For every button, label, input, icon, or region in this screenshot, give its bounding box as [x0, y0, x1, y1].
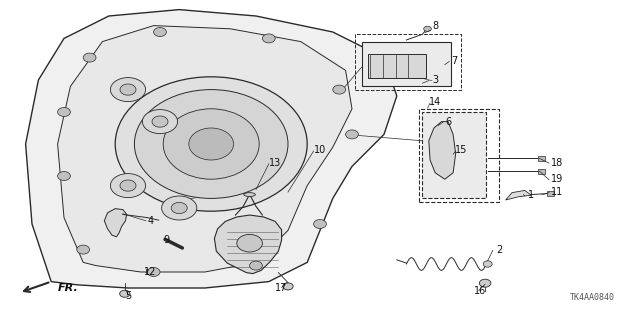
Bar — [538, 156, 545, 161]
Ellipse shape — [147, 268, 160, 276]
PathPatch shape — [506, 190, 531, 200]
Text: 8: 8 — [432, 20, 438, 31]
Ellipse shape — [120, 180, 136, 191]
Ellipse shape — [189, 128, 234, 160]
Ellipse shape — [162, 196, 197, 220]
PathPatch shape — [58, 26, 352, 272]
Ellipse shape — [244, 193, 255, 196]
Ellipse shape — [115, 77, 307, 211]
Ellipse shape — [283, 283, 293, 290]
Bar — [355, 34, 461, 90]
Text: 18: 18 — [550, 158, 563, 168]
Bar — [547, 191, 554, 196]
PathPatch shape — [429, 122, 456, 179]
Ellipse shape — [143, 109, 178, 134]
Ellipse shape — [154, 28, 166, 36]
Text: 2: 2 — [496, 244, 502, 255]
Bar — [538, 169, 545, 174]
Bar — [362, 42, 451, 86]
Ellipse shape — [314, 220, 326, 228]
Text: 10: 10 — [314, 145, 326, 156]
Text: 11: 11 — [550, 187, 563, 197]
Ellipse shape — [424, 26, 431, 31]
Ellipse shape — [83, 53, 96, 62]
Text: 12: 12 — [144, 267, 157, 277]
Ellipse shape — [120, 290, 130, 297]
Text: TK4AA0840: TK4AA0840 — [570, 293, 614, 302]
Text: 19: 19 — [550, 174, 563, 184]
Ellipse shape — [172, 203, 188, 214]
Ellipse shape — [163, 109, 259, 179]
Text: 15: 15 — [454, 145, 467, 156]
Ellipse shape — [58, 172, 70, 180]
Ellipse shape — [120, 84, 136, 95]
Ellipse shape — [250, 261, 262, 270]
Text: 7: 7 — [451, 56, 458, 66]
Text: 9: 9 — [163, 235, 170, 245]
Ellipse shape — [237, 234, 262, 252]
Ellipse shape — [333, 85, 346, 94]
Text: 4: 4 — [147, 216, 154, 226]
Text: 16: 16 — [474, 286, 486, 296]
Ellipse shape — [77, 245, 90, 254]
Text: 13: 13 — [269, 158, 282, 168]
Ellipse shape — [134, 90, 288, 198]
Text: 5: 5 — [125, 291, 131, 301]
Ellipse shape — [152, 116, 168, 127]
Bar — [368, 54, 426, 78]
Ellipse shape — [262, 34, 275, 43]
Ellipse shape — [111, 78, 146, 102]
Text: FR.: FR. — [58, 283, 78, 293]
PathPatch shape — [26, 10, 397, 288]
Ellipse shape — [479, 279, 491, 287]
Text: 17: 17 — [275, 283, 288, 293]
PathPatch shape — [104, 209, 127, 237]
Text: 14: 14 — [429, 97, 442, 108]
Bar — [422, 112, 486, 198]
Ellipse shape — [346, 130, 358, 139]
Ellipse shape — [483, 261, 492, 267]
Text: 6: 6 — [445, 116, 451, 127]
Bar — [419, 109, 499, 202]
Text: 3: 3 — [432, 75, 438, 85]
Ellipse shape — [58, 108, 70, 116]
Text: 1: 1 — [528, 190, 534, 200]
Bar — [146, 269, 155, 273]
Ellipse shape — [111, 173, 146, 198]
PathPatch shape — [214, 215, 282, 274]
